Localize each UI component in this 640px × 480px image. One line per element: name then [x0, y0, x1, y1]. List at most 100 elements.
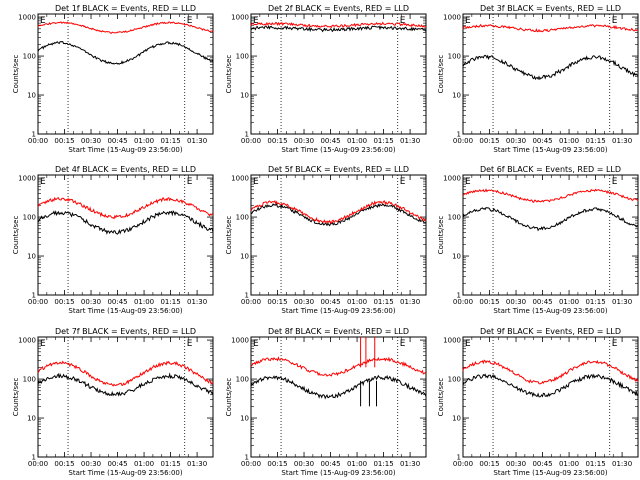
panel-title: Det 5f BLACK = Events, RED = LLD [268, 165, 409, 174]
series-events [250, 202, 427, 227]
series-events [462, 54, 639, 81]
y-tick-label: 100 [236, 53, 249, 61]
y-tick-label: 100 [23, 53, 36, 61]
y-tick-label: 100 [236, 214, 249, 222]
x-tick-label: 00:45 [532, 137, 552, 145]
series-lld [250, 21, 427, 29]
x-tick-label: 00:15 [267, 137, 287, 145]
y-axis-label: Counts/sec [12, 55, 20, 94]
y-tick-label: 1000 [18, 175, 36, 183]
x-tick-label: 01:15 [373, 137, 393, 145]
y-tick-label: 10 [452, 92, 461, 100]
panel-9: Det 9f BLACK = Events, RED = LLD 1 10 100 10… [437, 327, 639, 477]
x-tick-label: 01:30 [187, 298, 207, 306]
panel-8: Det 8f BLACK = Events, RED = LLD 1 10 100 10… [225, 327, 427, 477]
event-flag: E [400, 339, 406, 349]
series-lld [37, 196, 214, 220]
x-tick-label: 01:15 [585, 137, 605, 145]
y-axis-label: Counts/sec [437, 378, 445, 417]
series-lld [37, 360, 214, 387]
x-tick-label: 00:45 [107, 298, 127, 306]
x-tick-label: 01:00 [134, 298, 154, 306]
plot-frame [462, 174, 639, 296]
x-tick-label: 01:00 [347, 137, 367, 145]
panel-1: Det 1f BLACK = Events, RED = LLD 1 10 100 10… [12, 4, 214, 154]
panel-title: Det 3f BLACK = Events, RED = LLD [480, 4, 621, 13]
y-tick-label: 1 [245, 454, 249, 462]
x-tick-label: 00:15 [479, 298, 499, 306]
y-tick-label: 1 [457, 454, 461, 462]
x-tick-label: 01:30 [612, 137, 632, 145]
panel-3: Det 3f BLACK = Events, RED = LLD 1 10 100 10… [437, 4, 639, 154]
series-events [250, 24, 427, 33]
x-tick-label: 01:00 [134, 137, 154, 145]
x-tick-label: 01:15 [585, 298, 605, 306]
event-flag: E [187, 177, 193, 187]
y-tick-label: 1000 [231, 337, 249, 345]
event-flag: E [40, 16, 46, 26]
y-tick-label: 10 [27, 415, 36, 423]
y-tick-label: 10 [452, 415, 461, 423]
y-tick-label: 1 [457, 131, 461, 139]
y-tick-label: 1 [245, 131, 249, 139]
panel-title: Det 1f BLACK = Events, RED = LLD [55, 4, 196, 13]
y-tick-label: 1 [457, 292, 461, 300]
x-tick-label: 01:00 [559, 460, 579, 468]
x-tick-label: 01:30 [187, 137, 207, 145]
x-axis-label: Start Time (15-Aug-09 23:56:00) [68, 146, 182, 154]
y-tick-label: 1000 [443, 175, 461, 183]
x-tick-label: 01:15 [373, 298, 393, 306]
event-flag: E [400, 177, 406, 187]
x-axis-label: Start Time (15-Aug-09 23:56:00) [281, 146, 395, 154]
y-tick-label: 10 [452, 253, 461, 261]
panel-title: Det 9f BLACK = Events, RED = LLD [480, 327, 621, 336]
x-tick-label: 01:30 [400, 298, 420, 306]
series-events [250, 374, 427, 400]
series-events [462, 373, 639, 398]
panel-title: Det 8f BLACK = Events, RED = LLD [268, 327, 409, 336]
y-axis-label: Counts/sec [437, 216, 445, 255]
x-tick-label: 00:30 [81, 298, 101, 306]
y-tick-label: 1 [32, 454, 36, 462]
x-tick-label: 00:45 [320, 298, 340, 306]
x-tick-label: 01:30 [612, 460, 632, 468]
x-tick-label: 00:00 [241, 460, 261, 468]
y-tick-label: 1 [32, 131, 36, 139]
panel-title: Det 2f BLACK = Events, RED = LLD [268, 4, 409, 13]
x-tick-label: 00:30 [81, 137, 101, 145]
event-flag: E [253, 177, 259, 187]
x-tick-label: 00:15 [267, 460, 287, 468]
event-flag: E [612, 177, 618, 187]
x-tick-label: 00:45 [532, 298, 552, 306]
series-events [462, 206, 639, 232]
plot-frame [37, 13, 214, 135]
panel-4: Det 4f BLACK = Events, RED = LLD 1 10 100 10… [12, 165, 214, 315]
y-tick-label: 100 [448, 53, 461, 61]
series-lld [462, 23, 639, 33]
x-tick-label: 00:00 [28, 460, 48, 468]
x-tick-label: 00:00 [453, 460, 473, 468]
x-tick-label: 01:15 [160, 460, 180, 468]
y-axis-label: Counts/sec [12, 216, 20, 255]
panel-title: Det 6f BLACK = Events, RED = LLD [480, 165, 621, 174]
x-tick-label: 00:15 [479, 137, 499, 145]
x-tick-label: 01:00 [559, 137, 579, 145]
x-tick-label: 00:00 [241, 137, 261, 145]
y-axis-label: Counts/sec [437, 55, 445, 94]
event-flag: E [465, 16, 471, 26]
panel-title: Det 4f BLACK = Events, RED = LLD [55, 165, 196, 174]
y-tick-label: 1 [245, 292, 249, 300]
y-tick-label: 1000 [443, 14, 461, 22]
x-tick-label: 00:30 [294, 460, 314, 468]
event-flag: E [187, 16, 193, 26]
x-tick-label: 00:00 [453, 298, 473, 306]
x-axis-label: Start Time (15-Aug-09 23:56:00) [281, 469, 395, 477]
event-flag: E [612, 339, 618, 349]
series-lld [462, 188, 639, 203]
y-tick-label: 10 [27, 253, 36, 261]
x-tick-label: 00:45 [320, 460, 340, 468]
x-tick-label: 00:30 [294, 137, 314, 145]
event-flag: E [465, 339, 471, 349]
x-tick-label: 01:30 [400, 137, 420, 145]
